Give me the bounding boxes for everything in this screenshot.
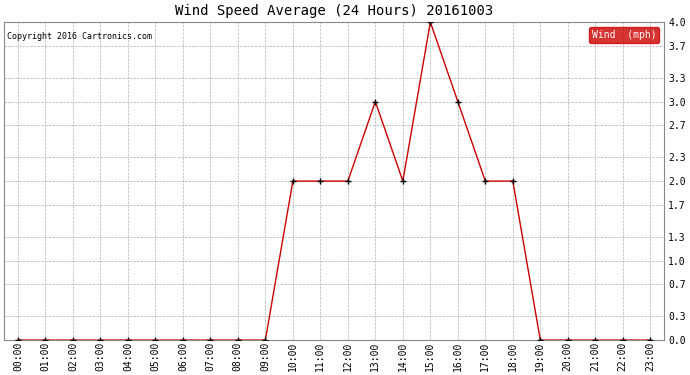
Text: Copyright 2016 Cartronics.com: Copyright 2016 Cartronics.com: [8, 32, 152, 40]
Title: Wind Speed Average (24 Hours) 20161003: Wind Speed Average (24 Hours) 20161003: [175, 4, 493, 18]
Legend: Wind  (mph): Wind (mph): [589, 27, 659, 43]
